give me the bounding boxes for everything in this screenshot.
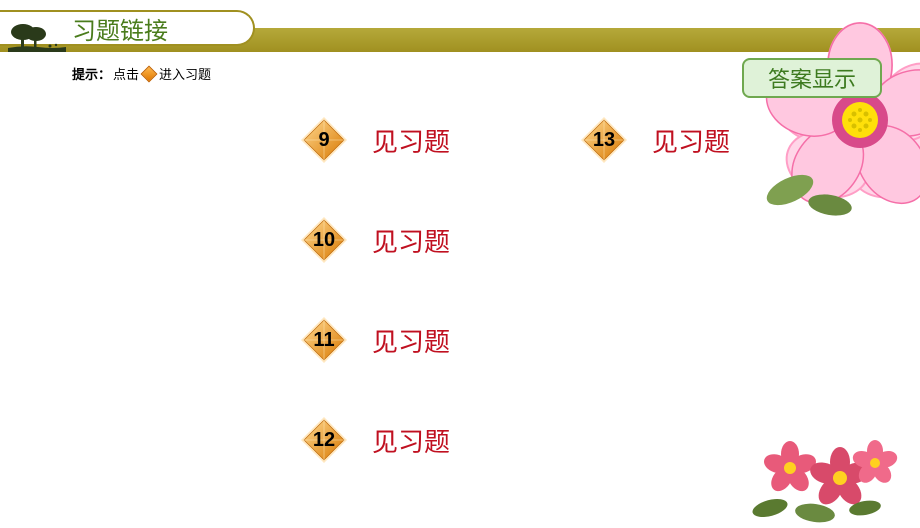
entry-number: 10 (313, 229, 335, 252)
entry-label: 见习题 (372, 122, 450, 159)
entry-number: 13 (593, 129, 615, 152)
diamond-icon: 13 (580, 116, 628, 164)
diamond-icon: 10 (300, 216, 348, 264)
entry-label: 见习题 (652, 122, 730, 159)
page-title: 习题链接 (72, 11, 168, 46)
exercise-entry[interactable]: 9 见习题 (300, 116, 450, 164)
hint-prefix: 提示： (72, 64, 111, 83)
diamond-icon: 12 (300, 416, 348, 464)
entry-label: 见习题 (372, 422, 450, 459)
hint-text: 提示： 点击 进入习题 (72, 64, 211, 83)
exercise-entry[interactable]: 13 见习题 (580, 116, 730, 164)
flowers-bottom-icon (750, 433, 900, 528)
hint-after: 进入习题 (159, 64, 211, 83)
exercise-entry[interactable]: 12 见习题 (300, 416, 450, 464)
diamond-icon: 11 (300, 316, 348, 364)
exercise-entry[interactable]: 10 见习题 (300, 216, 450, 264)
entry-number: 11 (313, 329, 334, 352)
hint-before: 点击 (113, 64, 139, 83)
flower-decoration-icon (760, 20, 920, 225)
entry-number: 9 (318, 129, 329, 152)
exercise-entry[interactable]: 11 见习题 (300, 316, 450, 364)
diamond-icon: 9 (300, 116, 348, 164)
diamond-icon (141, 65, 158, 82)
answer-display-button[interactable]: 答案显示 (742, 58, 882, 98)
entry-number: 12 (313, 429, 335, 452)
entry-label: 见习题 (372, 222, 450, 259)
entry-label: 见习题 (372, 322, 450, 359)
answer-display-label: 答案显示 (768, 62, 856, 94)
tree-icon (8, 22, 68, 57)
